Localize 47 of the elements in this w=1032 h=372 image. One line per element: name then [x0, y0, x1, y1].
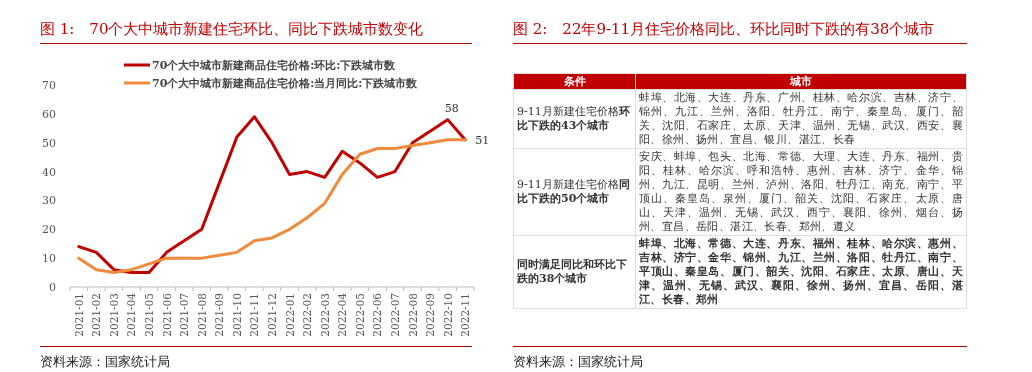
legend-label: 70个大中城市新建商品住宅价格:环比:下跌城市数	[152, 59, 397, 72]
text: 9-11月新建住宅价格环比下跌的43个城市	[513, 89, 636, 149]
x-tick-label: 2021-05	[143, 293, 156, 337]
x-tick-label: 2022-03	[318, 293, 331, 337]
legend-label: 70个大中城市新建商品住宅价格:当月同比:下跌城市数	[152, 77, 419, 90]
x-tick-label: 2022-08	[406, 293, 419, 337]
y-tick-label: 50	[42, 136, 56, 150]
y-tick-label: 70	[42, 79, 56, 92]
x-tick-label: 2021-07	[178, 293, 191, 337]
x-tick-label: 2021-06	[160, 292, 173, 337]
x-tick-label: 2021-01	[72, 293, 85, 337]
x-tick-label: 2021-09	[213, 293, 226, 337]
y-tick-label: 0	[49, 281, 56, 294]
text: 资料来源：国家统计局	[40, 346, 472, 371]
text: 安庆、蚌埠、包头、北海、常德、大理、大连、丹东、福州、贵阳、桂林、哈尔滨、呼和浩特、惠州、吉林、济宁、金华、锦州、九江、昆明、兰州、泸州、洛阳、牡丹江、南充、南宁、平顶山、秦皇岛、泉州、厦门、韶关、沈阳、石家庄、太原、唐山、天津、温州、无锡、武汉、西宁、襄阳、徐州、烟台、扬州、宜昌、岳阳、湛江、长春、郑州、遵义	[635, 148, 967, 236]
text: 蚌埠、北海、大连、丹东、广州、桂林、哈尔滨、吉林、济宁、锦州、九江、兰州、洛阳、牡丹江、南宁、秦皇岛、厦门、韶关、沈阳、石家庄、太原、天津、温州、无锡、武汉、西安、襄阳、徐州、扬州、宜昌、银川、湛江、长春	[635, 89, 967, 149]
x-tick-label: 2021-12	[266, 293, 278, 337]
text: 9-11月新建住宅价格同比下跌的50个城市	[513, 148, 636, 236]
x-tick-label: 2022-10	[441, 293, 454, 337]
x-tick-label: 2022-11	[459, 293, 472, 337]
data-label: 58	[444, 101, 459, 115]
x-tick-label: 2022-05	[353, 293, 366, 337]
x-tick-label: 2022-01	[283, 293, 296, 337]
x-tick-label: 2021-03	[107, 293, 120, 337]
text: 同时满足同比和环比下跌的38个城市	[517, 258, 627, 285]
x-tick-label: 2022-04	[336, 292, 349, 337]
x-tick-label: 2021-02	[90, 293, 103, 337]
x-tick-label: 2022-02	[301, 293, 314, 337]
y-tick-label: 30	[42, 194, 56, 208]
x-tick-label: 2022-06	[371, 292, 384, 337]
text: 蚌埠、北海、常德、大连、丹东、福州、桂林、哈尔滨、惠州、吉林、济宁、金华、锦州、九江、兰州、洛阳、牡丹江、南宁、平顶山、秦皇岛、厦门、韶关、沈阳、石家庄、太原、唐山、天津、温州、无锡、武汉、襄阳、徐州、扬州、宜昌、岳阳、湛江、长春、郑州	[639, 237, 963, 306]
text: 城市	[635, 73, 967, 90]
chart-title: 图 1: 70个大中城市新建住宅环比、同比下跌城市数变化	[40, 20, 472, 44]
y-tick-label: 10	[42, 252, 56, 266]
x-tick-label: 2022-07	[388, 293, 401, 337]
x-tick-label: 2021-08	[195, 293, 208, 337]
y-tick-label: 60	[42, 107, 56, 121]
data-label: 51	[475, 133, 490, 147]
y-tick-label: 40	[42, 165, 56, 179]
x-tick-label: 2022-09	[424, 293, 437, 337]
y-tick-label: 20	[42, 223, 56, 237]
x-tick-label: 2021-11	[248, 293, 261, 337]
x-tick-label: 2021-10	[230, 293, 243, 337]
text: 资料来源：国家统计局	[513, 346, 967, 371]
x-tick-label: 2021-04	[125, 292, 138, 337]
text: 图 2: 22年9-11月住宅价格同比、环比同时下跌的有38个城市	[513, 20, 967, 44]
text: 条件	[513, 73, 636, 90]
